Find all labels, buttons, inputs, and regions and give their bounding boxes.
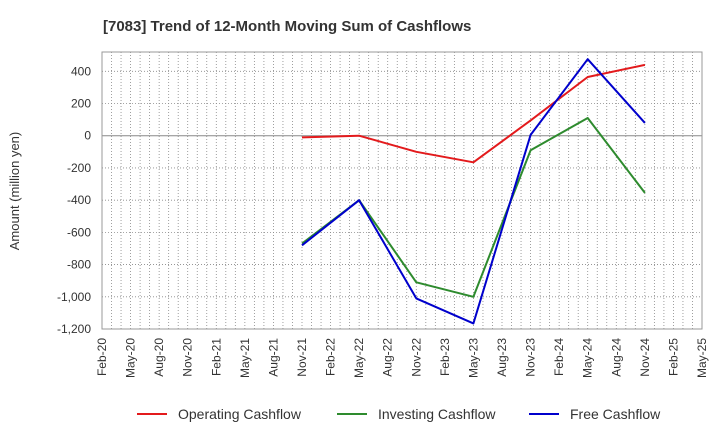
x-tick-label: Aug-20 — [152, 338, 166, 377]
series-line — [301, 117, 646, 298]
x-tick-label: May-21 — [238, 338, 252, 378]
x-tick-label: Nov-23 — [524, 338, 538, 377]
y-tick-label: -600 — [67, 225, 91, 239]
x-tick-label: Aug-21 — [266, 338, 280, 377]
x-tick-label: May-22 — [352, 338, 366, 378]
legend-label: Free Cashflow — [570, 406, 661, 422]
y-tick-label: 200 — [71, 97, 91, 111]
y-tick-label: 400 — [71, 64, 91, 78]
series-line — [301, 58, 646, 325]
x-tick-label: Aug-23 — [495, 338, 509, 377]
x-tick-label: May-20 — [124, 338, 138, 378]
legend: Operating Cashflow Investing Cashflow Free… — [137, 406, 661, 422]
legend-label: Investing Cashflow — [378, 406, 496, 422]
y-tick-label: -1,200 — [57, 322, 91, 336]
x-tick-label: Nov-24 — [638, 338, 652, 377]
series-line — [301, 63, 646, 164]
x-tick-label: Feb-24 — [552, 338, 566, 376]
y-tick-label: -800 — [67, 258, 91, 272]
x-tick-label: Feb-22 — [324, 338, 338, 376]
x-tick-label: May-25 — [695, 338, 709, 378]
chart-title: [7083] Trend of 12-Month Moving Sum of C… — [103, 18, 471, 35]
x-tick-label: May-23 — [466, 338, 480, 378]
y-axis-ticks: 400 200 0 -200 -400 -600 -800 -1,000 -1,200 — [57, 64, 91, 336]
x-tick-label: Nov-22 — [409, 338, 423, 377]
x-tick-label: Nov-20 — [181, 338, 195, 377]
plot-frame — [101, 51, 703, 330]
x-tick-label: Feb-21 — [209, 338, 223, 376]
y-tick-label: -1,000 — [57, 290, 91, 304]
series-lines — [301, 58, 646, 325]
x-tick-label: Feb-23 — [438, 338, 452, 376]
x-tick-label: Aug-22 — [381, 338, 395, 377]
x-tick-label: May-24 — [581, 338, 595, 378]
y-tick-label: -400 — [67, 193, 91, 207]
x-tick-label: Feb-20 — [95, 338, 109, 376]
y-tick-label: 0 — [84, 129, 91, 143]
grid — [102, 52, 702, 330]
x-axis-ticks: Feb-20 May-20 Aug-20 Nov-20 Feb-21 May-21 Aug-… — [95, 338, 709, 378]
y-axis-label: Amount (million yen) — [7, 132, 22, 251]
y-tick-label: -200 — [67, 161, 91, 175]
x-tick-label: Aug-24 — [609, 338, 623, 377]
x-tick-label: Feb-25 — [666, 338, 680, 376]
x-tick-label: Nov-21 — [295, 338, 309, 377]
legend-label: Operating Cashflow — [178, 406, 302, 422]
